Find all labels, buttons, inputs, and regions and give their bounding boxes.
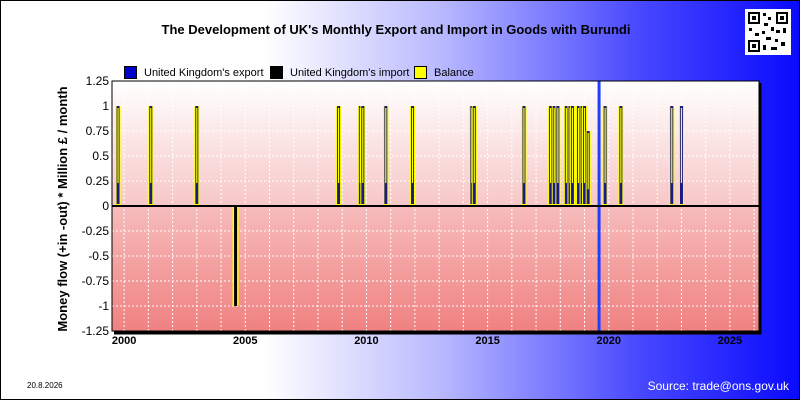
balance-inner (473, 108, 475, 183)
qr-code-icon (745, 9, 791, 55)
balance-inner (337, 108, 340, 183)
balance-inner (150, 108, 152, 183)
x-tick-label: 2015 (475, 335, 499, 347)
balance-inner (557, 108, 559, 183)
balance-inner (577, 108, 580, 183)
y-tick-label: 0.25 (86, 174, 110, 188)
legend-label-export: United Kingdom's export (144, 67, 264, 79)
x-tick-label: 2025 (718, 335, 742, 347)
plot-background-positive (112, 81, 759, 206)
chart-title: The Development of UK's Monthly Export a… (161, 22, 631, 37)
legend-label-import: United Kingdom's import (290, 67, 410, 79)
y-tick-label: 1.25 (86, 74, 110, 88)
balance-inner (362, 108, 364, 183)
balance-inner (385, 108, 387, 183)
balance-inner (671, 108, 673, 183)
balance-inner (604, 108, 606, 183)
balance-inner (620, 108, 622, 183)
balance-inner (117, 108, 119, 183)
y-tick-label: 0 (102, 199, 109, 213)
balance-inner (680, 108, 683, 183)
balance-inner (411, 108, 414, 183)
x-tick-label: 2020 (597, 335, 621, 347)
x-tick-label: 2005 (233, 335, 257, 347)
date-stamp: 20.8.2026 (27, 381, 63, 390)
source-text: Source: trade@ons.gov.uk (647, 379, 789, 393)
y-tick-label: 1 (102, 99, 109, 113)
balance-inner (571, 108, 574, 183)
y-tick-label: -1.25 (82, 324, 110, 338)
plot-background-negative (112, 206, 759, 331)
balance-inner (550, 108, 552, 183)
import-bar (234, 206, 238, 306)
x-tick-label: 2000 (112, 335, 136, 347)
legend-swatch-balance (414, 66, 427, 79)
y-tick-label: -1 (98, 299, 109, 313)
legend-label-balance: Balance (434, 67, 474, 79)
x-tick-label: 2010 (354, 335, 378, 347)
balance-inner (587, 133, 589, 190)
y-tick-label: -0.25 (82, 224, 110, 238)
y-tick-label: -0.75 (82, 274, 110, 288)
y-tick-label: -0.5 (88, 249, 109, 263)
y-tick-label: 0.75 (86, 124, 110, 138)
balance-inner (523, 108, 525, 183)
legend-swatch-import (270, 66, 283, 79)
balance-inner (196, 108, 198, 183)
balance-inner (565, 108, 567, 183)
y-tick-label: 0.5 (92, 149, 109, 163)
balance-inner (553, 108, 555, 183)
legend-swatch-export (124, 66, 137, 79)
balance-inner (583, 108, 586, 183)
